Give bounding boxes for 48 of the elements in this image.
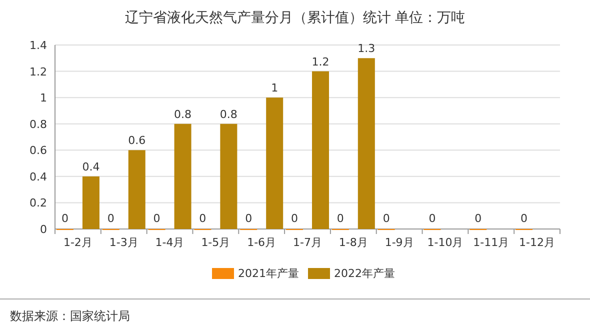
x-tick-label: 1-7月 — [293, 236, 322, 249]
data-label: 0 — [428, 212, 436, 225]
y-tick-label: 0 — [40, 223, 47, 236]
data-label: 0.8 — [220, 108, 238, 121]
data-label: 0 — [153, 212, 160, 225]
x-tick-label: 1-11月 — [473, 236, 510, 249]
data-label: 0 — [336, 212, 344, 225]
data-label: 0.4 — [82, 160, 100, 174]
x-tick-label: 1-10月 — [427, 236, 464, 249]
y-tick-label: 1.2 — [30, 65, 47, 78]
data-label: 0 — [199, 212, 206, 225]
x-tick-label: 1-6月 — [247, 236, 276, 249]
data-label: 0 — [245, 212, 252, 225]
y-tick-label: 1.4 — [30, 39, 47, 52]
data-label: 0 — [520, 212, 528, 225]
y-tick-label: 0.2 — [30, 196, 47, 210]
bar — [358, 58, 375, 229]
bar — [266, 98, 284, 229]
chart-title: 辽宁省液化天然气产量分月（累计值）统计 单位：万吨 — [124, 10, 466, 26]
x-tick-label: 1-5月 — [201, 236, 230, 249]
x-tick-label: 1-8月 — [338, 236, 368, 249]
legend-label: 2022年产量 — [334, 267, 395, 280]
x-tick-label: 1-9月 — [384, 236, 414, 249]
x-tick-label: 1-3月 — [109, 236, 138, 249]
data-label: 0.8 — [174, 108, 192, 121]
bar — [312, 71, 329, 229]
source-note: 数据来源：国家统计局 — [10, 309, 130, 323]
data-label: 0 — [61, 212, 68, 225]
bar — [220, 124, 238, 229]
data-label: 0 — [382, 212, 390, 225]
data-label: 0 — [474, 212, 482, 225]
y-tick-label: 0.8 — [30, 118, 47, 131]
legend-label: 2021年产量 — [238, 267, 299, 280]
y-tick-label: 1 — [40, 92, 47, 105]
data-label: 0.6 — [128, 134, 146, 148]
x-tick-label: 1-12月 — [519, 236, 556, 249]
data-label: 1.2 — [312, 55, 330, 68]
bar — [174, 124, 192, 229]
x-tick-label: 1-4月 — [155, 236, 184, 249]
y-tick-label: 0.4 — [30, 170, 47, 184]
data-label: 0 — [291, 212, 298, 225]
data-label: 0 — [107, 212, 114, 225]
bar — [128, 150, 146, 229]
x-tick-label: 1-2月 — [63, 236, 92, 249]
data-label: 1 — [271, 82, 278, 95]
bar — [82, 176, 100, 229]
data-label: 1.3 — [358, 42, 376, 56]
y-tick-label: 0.6 — [30, 144, 47, 158]
